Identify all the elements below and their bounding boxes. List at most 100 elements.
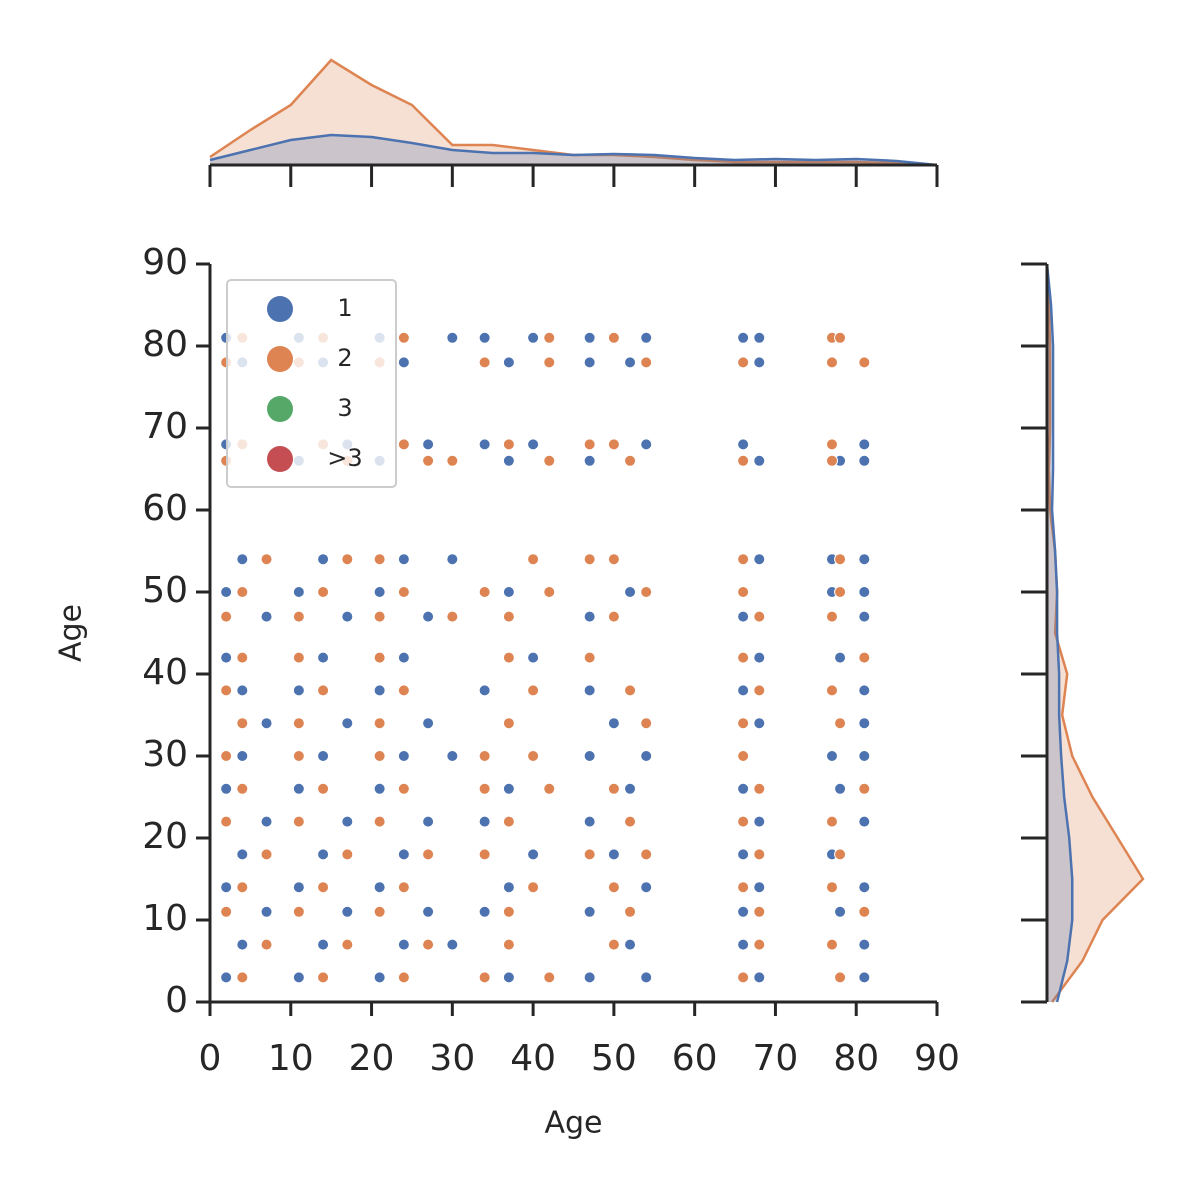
point: [640, 881, 653, 894]
point: [260, 938, 273, 951]
point: [236, 750, 249, 762]
point: [397, 684, 410, 697]
point: [737, 651, 750, 664]
point: [753, 815, 766, 828]
point: [317, 586, 330, 598]
point: [292, 905, 305, 918]
point: [260, 717, 273, 730]
point: [527, 438, 540, 451]
point: [502, 782, 515, 795]
legend-marker: [267, 296, 293, 322]
kde-area: [1047, 264, 1073, 1002]
point: [834, 651, 847, 664]
point: [422, 454, 435, 467]
point: [640, 971, 653, 984]
point: [858, 651, 871, 664]
point: [825, 610, 838, 623]
point: [397, 356, 410, 369]
kde-area: [210, 135, 937, 165]
point: [737, 454, 750, 467]
y-tick-label: 60: [142, 488, 188, 529]
point: [422, 938, 435, 951]
point: [341, 717, 354, 730]
x-tick-label: 60: [672, 1038, 718, 1079]
point: [543, 971, 556, 984]
point: [737, 553, 750, 566]
point: [737, 331, 750, 344]
x-tick-label: 90: [914, 1038, 960, 1079]
point: [317, 684, 330, 697]
x-tick-label: 10: [268, 1038, 314, 1079]
point: [543, 586, 556, 598]
point: [834, 553, 847, 566]
point: [502, 938, 515, 951]
point: [317, 782, 330, 795]
point: [236, 848, 249, 861]
point: [478, 356, 491, 369]
point: [292, 881, 305, 894]
point: [397, 586, 410, 598]
point: [527, 553, 540, 566]
point: [825, 881, 838, 894]
point: [292, 782, 305, 795]
point: [236, 553, 249, 566]
point: [292, 750, 305, 762]
legend-label: >3: [327, 444, 362, 472]
point: [834, 331, 847, 344]
legend: 1 2 3 >3: [226, 279, 397, 488]
point: [397, 438, 410, 451]
point: [858, 750, 871, 762]
y-axis-label: Age: [54, 604, 89, 662]
point: [502, 905, 515, 918]
point: [478, 815, 491, 828]
point: [640, 331, 653, 344]
point: [292, 971, 305, 984]
point: [858, 717, 871, 730]
point: [583, 651, 596, 664]
point: [825, 356, 838, 369]
point: [373, 684, 386, 697]
point: [220, 782, 233, 795]
point: [446, 553, 459, 566]
x-axis-label: Age: [544, 1106, 602, 1141]
point: [502, 454, 515, 467]
point: [527, 848, 540, 861]
point: [260, 553, 273, 566]
point: [753, 938, 766, 951]
point: [502, 971, 515, 984]
point: [737, 938, 750, 951]
point: [583, 454, 596, 467]
point: [527, 331, 540, 344]
point: [397, 971, 410, 984]
point: [753, 610, 766, 623]
point: [220, 586, 233, 598]
point: [640, 717, 653, 730]
point: [236, 881, 249, 894]
point: [624, 905, 637, 918]
point: [737, 717, 750, 730]
point: [825, 938, 838, 951]
point: [397, 848, 410, 861]
legend-label: 2: [337, 344, 352, 372]
point: [858, 905, 871, 918]
point: [220, 684, 233, 697]
point: [502, 815, 515, 828]
x-tick-label: 50: [591, 1038, 637, 1079]
point: [220, 651, 233, 664]
point: [858, 881, 871, 894]
point: [543, 356, 556, 369]
legend-box: [226, 279, 397, 488]
point: [236, 717, 249, 730]
point: [478, 782, 491, 795]
point: [607, 553, 620, 566]
point: [543, 331, 556, 344]
point: [478, 684, 491, 697]
point: [502, 717, 515, 730]
point: [583, 848, 596, 861]
x-tick-label: 30: [429, 1038, 475, 1079]
point: [737, 848, 750, 861]
legend-marker: [267, 446, 293, 472]
x-tick-label: 40: [510, 1038, 556, 1079]
point: [220, 881, 233, 894]
point: [373, 717, 386, 730]
